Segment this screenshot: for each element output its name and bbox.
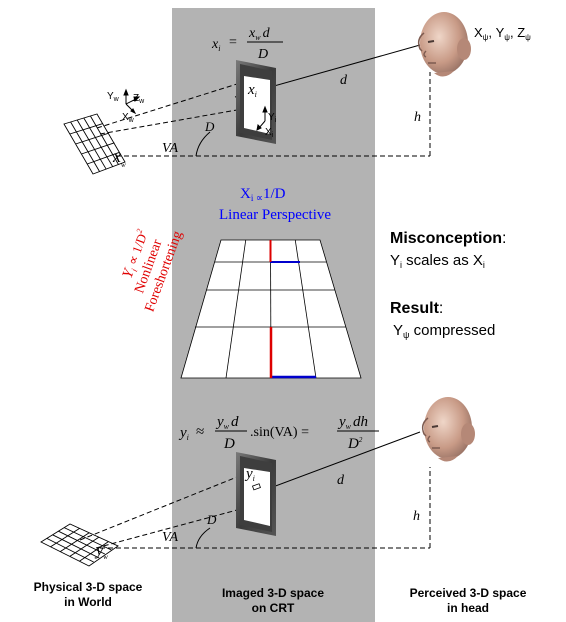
d-label-top: d [340, 73, 348, 88]
image-x-axis-label-top: Xi [265, 127, 274, 139]
svg-text:=: = [229, 35, 237, 50]
misconception-title: Misconception: [390, 230, 506, 247]
screen-point-bottom: yi [244, 466, 255, 483]
rays-top [96, 72, 431, 157]
world-z-axis-label-top: Zw [133, 93, 145, 105]
formula-bottom: yi ≈ yw d D .sin(VA) = yw dh D2 [178, 414, 379, 452]
svg-text:xwd: xw d [248, 26, 271, 42]
svg-text:D: D [223, 436, 235, 452]
svg-text:D: D [257, 47, 268, 62]
svg-text:≈: ≈ [196, 424, 204, 440]
caption-center-line1: Imaged 3-D space [222, 586, 324, 600]
result-title: Result: [390, 300, 443, 317]
world-point-bottom: yw [94, 542, 108, 561]
va-label-top: VA [162, 141, 179, 156]
va-arc-top [195, 131, 211, 157]
line-of-sight-bottom [253, 431, 421, 495]
head-bottom [421, 396, 476, 463]
head-coords: Xψ, Yψ, Zψ [474, 25, 531, 42]
crt-monitor-top [236, 60, 276, 144]
image-axes-top [256, 105, 268, 131]
world-y-axis-label-top: Yw [107, 91, 120, 103]
formula-top: xi = xw d D [211, 26, 283, 62]
linear-perspective-formula: Xi ∝1/D [240, 186, 286, 204]
va-arc-bottom [195, 527, 211, 549]
caption-center-line2: on CRT [252, 601, 295, 615]
caption-right-line2: in head [447, 601, 489, 615]
D-label-top: D [204, 119, 215, 134]
screen-point-top: xi [247, 82, 257, 99]
caption-left-line2: in World [64, 595, 112, 609]
svg-text:.sin(VA) =: .sin(VA) = [250, 425, 309, 440]
rays-bottom [79, 467, 431, 549]
world-axes-top [123, 88, 141, 115]
world-x-axis-label-top: Xw [122, 112, 135, 124]
svg-text:ywd: yw d [215, 414, 239, 431]
misconception-text: Yi scales as Xi [390, 252, 485, 270]
svg-text:yi: yi [178, 425, 189, 442]
image-y-axis-label-top: Yi [268, 112, 277, 124]
D-label-bottom: D [206, 512, 217, 527]
head-top [417, 11, 472, 78]
crt-monitor-bottom [236, 452, 276, 536]
world-grid-bottom [40, 523, 119, 567]
h-label-top: h [414, 110, 421, 125]
caption-left-line1: Physical 3-D space [34, 580, 143, 594]
linear-perspective-label: Linear Perspective [219, 207, 331, 223]
svg-text:D2: D2 [347, 436, 363, 452]
va-label-bottom: VA [162, 530, 179, 545]
world-point-top: xw [112, 146, 126, 169]
d-label-bottom: d [337, 473, 345, 488]
world-grid-top [63, 113, 126, 175]
h-label-bottom: h [413, 509, 420, 524]
captions: Physical 3-D space in World Imaged 3-D s… [34, 580, 527, 615]
result-text: Yψ compressed [393, 322, 495, 340]
svg-text:xi: xi [211, 37, 220, 53]
caption-right-line1: Perceived 3-D space [410, 586, 527, 600]
